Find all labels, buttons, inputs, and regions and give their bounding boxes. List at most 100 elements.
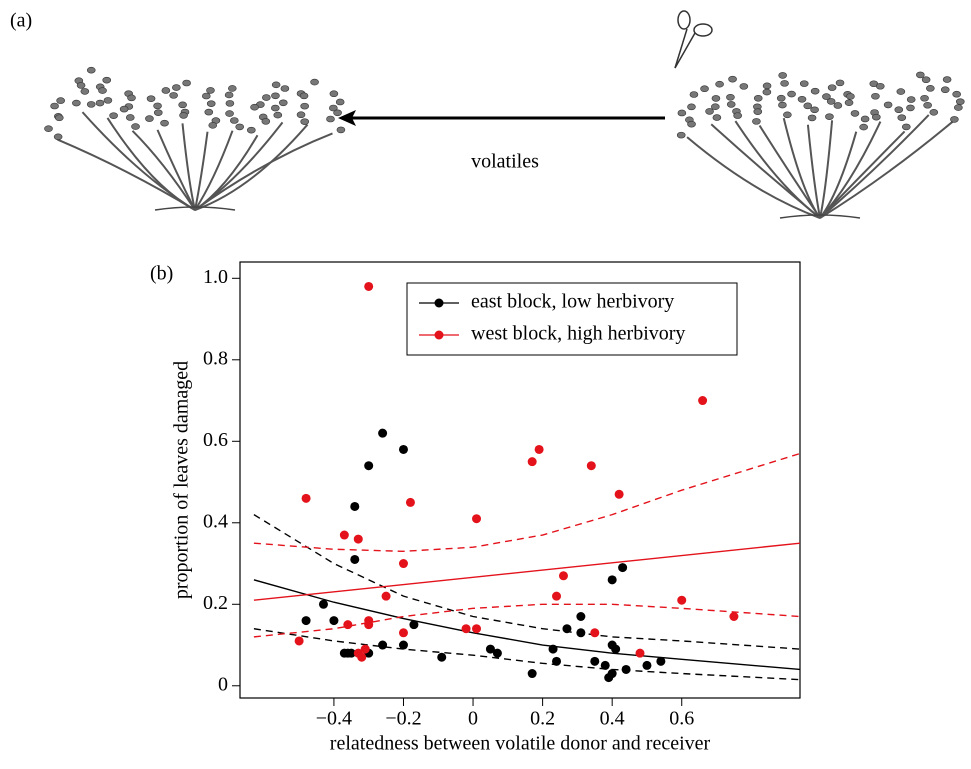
- plant-flower: [208, 122, 218, 129]
- plant-flower: [835, 79, 845, 87]
- data-point: [360, 644, 370, 654]
- plant-flower: [335, 98, 345, 106]
- data-point: [398, 559, 408, 569]
- x-tick-label: −0.4: [316, 708, 352, 730]
- plant-flower: [827, 84, 837, 91]
- x-axis-label: relatedness between volatile donor and r…: [330, 733, 711, 755]
- plant-stem: [734, 120, 821, 219]
- plant-stem: [686, 136, 821, 219]
- plant-flower: [145, 115, 154, 122]
- plant-flower: [278, 99, 288, 107]
- plant-flower: [160, 119, 169, 127]
- plant-flower: [799, 80, 809, 87]
- panel-label: (b): [150, 263, 173, 285]
- plant-stem: [819, 130, 906, 219]
- plant-flower: [711, 95, 721, 102]
- data-point: [409, 620, 419, 630]
- plant-flower: [206, 100, 216, 107]
- data-point: [294, 636, 304, 646]
- data-point: [558, 571, 568, 581]
- data-point: [472, 514, 482, 524]
- plant-flower: [103, 97, 113, 104]
- plant-flower: [299, 92, 309, 100]
- plant-stem: [819, 120, 834, 219]
- plant-flower: [952, 90, 961, 98]
- plant-stem: [819, 131, 858, 219]
- plant-flower: [179, 112, 188, 119]
- x-tick-label: −0.2: [385, 708, 421, 730]
- y-tick-label: 1.0: [203, 266, 228, 288]
- plant-flower: [726, 101, 736, 108]
- plant-flower: [726, 93, 735, 101]
- plant-flower: [329, 104, 338, 112]
- plant-flower: [250, 103, 259, 111]
- data-point: [492, 648, 502, 658]
- plant-flower: [178, 101, 187, 109]
- data-point: [364, 620, 374, 630]
- plant-flower: [271, 104, 280, 112]
- data-point: [611, 644, 621, 654]
- plant-flower: [797, 95, 807, 103]
- data-point: [346, 648, 356, 658]
- data-point: [600, 660, 610, 670]
- data-point: [301, 616, 311, 626]
- plant-stem: [819, 114, 930, 219]
- legend-marker: [434, 298, 444, 308]
- plant-flower: [119, 105, 129, 113]
- plant-stem: [194, 123, 309, 211]
- plant-flower: [826, 98, 836, 105]
- plant-flower: [300, 118, 310, 125]
- plant-stem: [131, 130, 196, 211]
- plant-flower: [687, 103, 696, 111]
- plant-flower: [807, 114, 817, 122]
- arrow-label: volatiles: [471, 151, 539, 173]
- plant-stem: [194, 132, 333, 211]
- plant-flower: [783, 111, 792, 119]
- plant-flower: [705, 108, 714, 115]
- plant-flower: [940, 86, 950, 94]
- plant-flower: [778, 72, 787, 79]
- plant-stem: [194, 131, 209, 211]
- data-point: [398, 628, 408, 638]
- plant-flower: [728, 75, 737, 83]
- legend-label: west block, high herbivory: [471, 323, 685, 345]
- plant-flower: [762, 82, 772, 90]
- plant-flower: [711, 103, 720, 110]
- plant-flower: [182, 79, 191, 87]
- data-point: [552, 591, 562, 601]
- plant-flower: [127, 94, 136, 102]
- y-tick-label: 0: [218, 673, 228, 695]
- data-point: [381, 591, 391, 601]
- fit-line: [253, 603, 801, 638]
- x-tick-label: 0: [468, 708, 478, 730]
- plant-flower: [752, 118, 761, 125]
- plant-flower: [762, 88, 772, 96]
- plant-flower: [859, 123, 868, 131]
- plant-stem: [57, 138, 196, 211]
- data-point: [378, 640, 388, 650]
- plant-flower: [700, 85, 709, 93]
- plant-flower: [906, 104, 915, 112]
- plant-flower: [753, 108, 763, 115]
- plant-flower: [329, 90, 339, 98]
- fit-line: [253, 452, 801, 553]
- plant-drawings: [44, 66, 965, 219]
- plant-flower: [326, 115, 335, 123]
- plant-flower: [224, 91, 234, 99]
- data-point: [635, 648, 645, 658]
- x-tick-label: 0.4: [600, 708, 625, 730]
- plant-flower: [787, 90, 796, 98]
- y-tick-label: 0.2: [203, 592, 228, 614]
- data-point: [590, 656, 600, 666]
- plant-stem: [194, 130, 234, 211]
- y-tick-label: 0.8: [203, 347, 228, 369]
- plant-flower: [271, 81, 281, 89]
- data-point: [677, 595, 687, 605]
- plant-flower: [810, 106, 819, 114]
- data-point: [437, 652, 447, 662]
- data-point: [656, 656, 666, 666]
- plant-flower: [204, 108, 214, 116]
- plant-flower: [261, 118, 271, 125]
- data-point: [618, 563, 628, 573]
- fit-line: [253, 628, 801, 681]
